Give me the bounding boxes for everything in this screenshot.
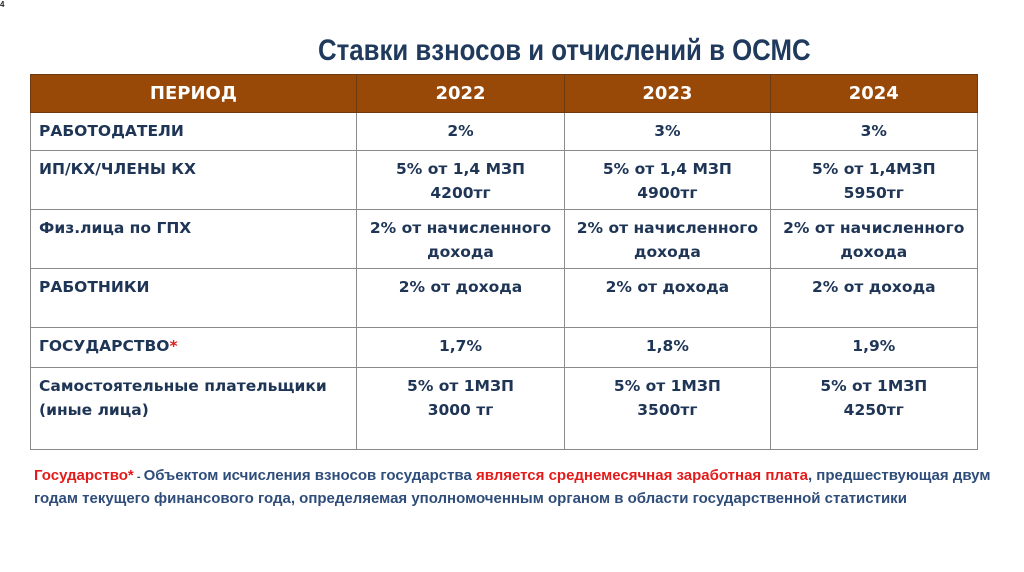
table-cell: 5% от 1,4 МЗП 4900тг bbox=[564, 150, 771, 210]
table-row: РАБОТОДАТЕЛИ 2% 3% 3% bbox=[30, 112, 979, 151]
row-label: Самостоятельные плательщики (иные лица) bbox=[30, 367, 357, 450]
footnote-comma: , bbox=[807, 467, 813, 484]
table-cell: 5% от 1МЗП 3000 тг bbox=[355, 367, 566, 450]
footnote-highlight: является среднемесячная заработная плата bbox=[475, 467, 808, 484]
table-row: ИП/КХ/ЧЛЕНЫ КХ 5% от 1,4 МЗП 4200тг 5% от … bbox=[30, 150, 979, 210]
table-cell: 5% от 1,4 МЗП 4200тг bbox=[355, 150, 566, 210]
footnote-dash: - bbox=[133, 471, 144, 483]
footnote: Государство* - Объектом исчисления взнос… bbox=[34, 465, 994, 509]
row-label-text: РАБОТНИКИ bbox=[39, 278, 150, 296]
table-row: ГОСУДАРСТВО* 1,7% 1,8% 1,9% bbox=[30, 327, 979, 368]
table-body: РАБОТОДАТЕЛИ 2% 3% 3% ИП/КХ/ЧЛЕНЫ КХ 5% от 1,… bbox=[30, 112, 979, 450]
asterisk-marker: * bbox=[169, 337, 178, 355]
row-label: ГОСУДАРСТВО* bbox=[30, 327, 357, 368]
footnote-text-2: предшествующая двум годам текущего финан… bbox=[34, 467, 991, 507]
row-label-text: ИП/КХ/ЧЛЕНЫ КХ bbox=[39, 160, 196, 178]
footnote-text-1: Объектом исчисления взносов государства bbox=[143, 467, 476, 484]
table-cell: 1,9% bbox=[769, 327, 979, 368]
table-cell: 1,8% bbox=[564, 327, 771, 368]
row-label-text: ГОСУДАРСТВО bbox=[39, 337, 170, 355]
row-label: РАБОТОДАТЕЛИ bbox=[30, 112, 357, 151]
table-header-row: ПЕРИОД 2022 2023 2024 bbox=[30, 74, 979, 113]
row-label-text: Самостоятельные плательщики (иные лица) bbox=[39, 377, 327, 419]
table-cell: 2% от дохода bbox=[769, 268, 979, 328]
row-label: РАБОТНИКИ bbox=[30, 268, 357, 328]
footnote-term: Государство* bbox=[34, 467, 134, 484]
row-label: ИП/КХ/ЧЛЕНЫ КХ bbox=[30, 150, 357, 210]
table-cell: 2% от дохода bbox=[564, 268, 771, 328]
table-row: Физ.лица по ГПХ 2% от начисленного дохода… bbox=[30, 209, 979, 269]
table-cell: 1,7% bbox=[355, 327, 566, 368]
header-2024: 2024 bbox=[769, 74, 979, 113]
table-cell: 3% bbox=[769, 112, 979, 151]
table-cell: 3% bbox=[564, 112, 771, 151]
table-cell: 5% от 1МЗП 3500тг bbox=[564, 367, 771, 450]
table-row: РАБОТНИКИ 2% от дохода 2% от дохода 2% от д… bbox=[30, 268, 979, 328]
page-title: Ставки взносов и отчислений в ОСМС bbox=[318, 34, 811, 67]
row-label: Физ.лица по ГПХ bbox=[30, 209, 357, 269]
table-cell: 2% от начисленного дохода bbox=[769, 209, 979, 269]
row-label-text: Физ.лица по ГПХ bbox=[39, 219, 192, 237]
table-cell: 5% от 1МЗП 4250тг bbox=[769, 367, 979, 450]
table-cell: 2% от начисленного дохода bbox=[564, 209, 771, 269]
table-cell: 5% от 1,4МЗП 5950тг bbox=[769, 150, 979, 210]
header-2023: 2023 bbox=[564, 74, 771, 113]
rates-table: ПЕРИОД 2022 2023 2024 РАБОТОДАТЕЛИ 2% 3% 3%… bbox=[30, 74, 979, 450]
table-cell: 2% от дохода bbox=[355, 268, 566, 328]
table-cell: 2% bbox=[355, 112, 566, 151]
row-label-text: РАБОТОДАТЕЛИ bbox=[39, 122, 184, 140]
header-period: ПЕРИОД bbox=[30, 74, 357, 113]
page-number: 4 bbox=[0, 0, 5, 9]
header-2022: 2022 bbox=[355, 74, 566, 113]
table-cell: 2% от начисленного дохода bbox=[355, 209, 566, 269]
table-row: Самостоятельные плательщики (иные лица) 5… bbox=[30, 367, 979, 450]
